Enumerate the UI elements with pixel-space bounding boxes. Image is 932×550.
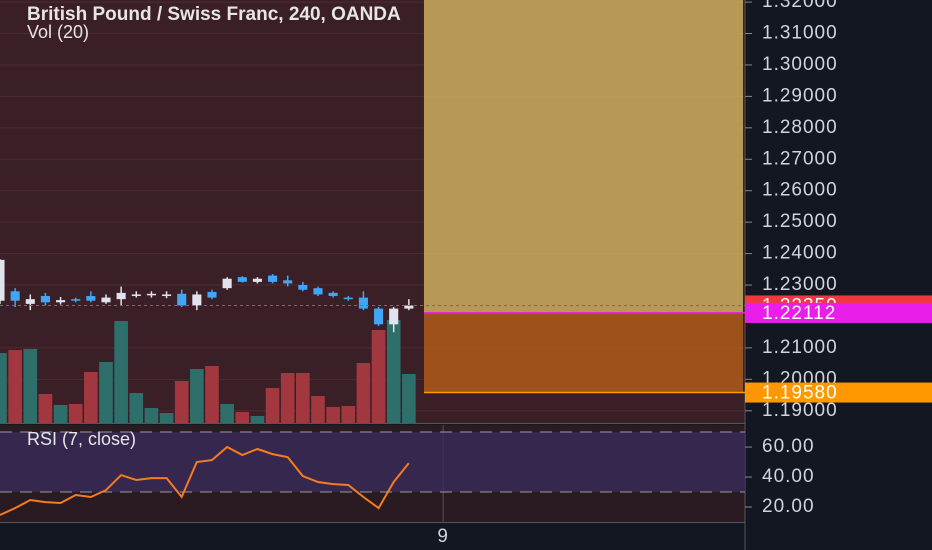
volume-bar: [280, 373, 295, 423]
y-tick-label: 40.00: [762, 466, 815, 487]
volume-bar: [386, 320, 401, 423]
volume-bar: [144, 408, 159, 423]
candle-body: [404, 305, 414, 309]
candle-body: [268, 275, 278, 282]
price-label: 1.22112: [762, 303, 836, 324]
y-tick-label: 1.29000: [762, 85, 838, 106]
candle-body: [358, 297, 368, 309]
volume-bar: [114, 321, 128, 423]
candle-body: [237, 277, 247, 282]
candle-body: [207, 291, 217, 298]
candle-body: [131, 294, 141, 297]
candle-body: [0, 259, 5, 301]
candle-body: [252, 278, 262, 282]
volume-bar: [68, 404, 83, 423]
volume-bar: [250, 416, 265, 423]
volume-bar: [235, 412, 250, 423]
volume-bar: [53, 405, 68, 423]
y-tick-label: 1.19000: [762, 400, 838, 421]
y-tick-label: 1.21000: [762, 337, 838, 358]
candle-body: [71, 299, 81, 301]
candle-body: [389, 308, 399, 325]
candle-body: [298, 285, 308, 290]
y-tick-label: 1.32000: [762, 0, 838, 12]
rsi-band: [0, 432, 745, 493]
rsi-title: RSI (7, close): [27, 429, 136, 449]
y-tick-label: 1.28000: [762, 117, 838, 138]
x-tick-label: 9: [437, 526, 449, 547]
volume-bar: [84, 372, 98, 423]
profit-zone: [423, 0, 743, 313]
candle-body: [56, 300, 66, 303]
candle-body: [162, 294, 172, 297]
volume-bar: [296, 373, 310, 423]
y-tick-label: 60.00: [762, 436, 815, 457]
volume-bar: [326, 407, 340, 423]
volume-bar: [159, 413, 174, 423]
y-tick-label: 20.00: [762, 496, 815, 517]
candle-body: [283, 280, 293, 284]
price-label-box: [745, 302, 932, 323]
volume-bar: [174, 381, 189, 423]
candle-body: [25, 299, 35, 304]
y-tick-label: 1.24000: [762, 243, 838, 264]
y-tick-label: 1.31000: [762, 23, 838, 44]
candle-body: [40, 296, 50, 303]
volume-bar: [190, 369, 204, 423]
candle-body: [86, 296, 96, 301]
candle-body: [222, 278, 232, 289]
candle-body: [177, 293, 187, 306]
candle-body: [313, 288, 323, 295]
volume-bar: [205, 366, 219, 423]
volume-bar: [0, 353, 7, 423]
candle-body: [343, 297, 353, 300]
time-axis: [0, 522, 745, 550]
volume-bar: [341, 406, 356, 423]
candle-body: [10, 291, 20, 301]
rsi-line: [0, 445, 410, 516]
candle-body: [374, 308, 384, 325]
price-axis: [745, 0, 932, 550]
volume-bar: [356, 363, 371, 423]
volume-bar: [8, 350, 22, 423]
y-tick-label: 1.26000: [762, 180, 838, 201]
price-label-box: [745, 382, 932, 403]
y-tick-label: 1.25000: [762, 211, 838, 232]
loss-zone: [423, 312, 743, 393]
volume-bar: [23, 349, 38, 423]
volume-bar: [129, 393, 144, 423]
chart-title: British Pound / Swiss Franc, 240, OANDA: [27, 4, 401, 25]
candle-body: [192, 294, 202, 306]
y-tick-label: 1.23000: [762, 274, 838, 295]
y-tick-label: 1.27000: [762, 148, 838, 169]
candle-body: [101, 297, 111, 303]
candle-body: [146, 293, 156, 296]
volume-bar: [311, 396, 325, 423]
candle-body: [328, 292, 338, 297]
price-label: 1.19580: [762, 383, 838, 404]
volume-bar: [220, 404, 234, 423]
volume-bar: [265, 388, 280, 423]
plot-layer: 1.32000 1.31000 1.30000 1.29000 1.28000 1.270…: [0, 0, 838, 547]
candle-body: [116, 292, 126, 300]
volume-bar: [99, 362, 113, 423]
volume-title: Vol (20): [27, 22, 89, 42]
y-tick-label: 1.30000: [762, 54, 838, 75]
volume-bar: [402, 374, 416, 423]
volume-bar: [38, 394, 53, 423]
volume-bar: [371, 330, 386, 423]
